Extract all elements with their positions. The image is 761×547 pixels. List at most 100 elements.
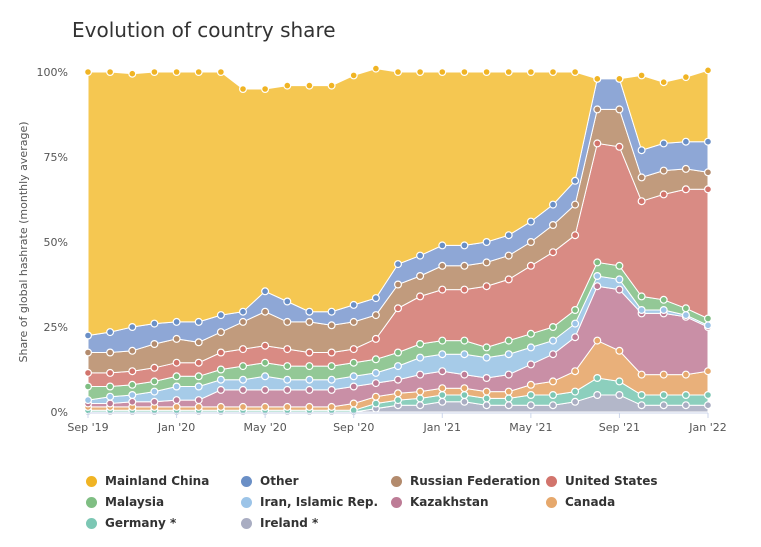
data-point[interactable] <box>128 346 137 355</box>
data-point[interactable] <box>438 336 447 345</box>
data-point[interactable] <box>416 340 425 349</box>
data-point[interactable] <box>548 401 557 410</box>
data-point[interactable] <box>305 375 314 384</box>
data-point[interactable] <box>216 375 225 384</box>
legend-item-other[interactable]: Other <box>241 474 299 488</box>
data-point[interactable] <box>460 336 469 345</box>
data-point[interactable] <box>327 402 336 411</box>
data-point[interactable] <box>615 74 624 83</box>
data-point[interactable] <box>83 382 92 391</box>
data-point[interactable] <box>371 334 380 343</box>
data-point[interactable] <box>504 387 513 396</box>
data-point[interactable] <box>703 401 712 410</box>
data-point[interactable] <box>106 392 115 401</box>
data-point[interactable] <box>482 394 491 403</box>
data-point[interactable] <box>681 73 690 82</box>
data-point[interactable] <box>504 231 513 240</box>
data-point[interactable] <box>394 375 403 384</box>
data-point[interactable] <box>349 317 358 326</box>
data-point[interactable] <box>438 241 447 250</box>
data-point[interactable] <box>548 391 557 400</box>
data-point[interactable] <box>83 67 92 76</box>
data-point[interactable] <box>194 338 203 347</box>
data-point[interactable] <box>83 368 92 377</box>
data-point[interactable] <box>482 258 491 267</box>
data-point[interactable] <box>659 306 668 315</box>
data-point[interactable] <box>349 399 358 408</box>
legend-item-germany[interactable]: Germany * <box>86 516 176 530</box>
data-point[interactable] <box>416 292 425 301</box>
data-point[interactable] <box>615 377 624 386</box>
data-point[interactable] <box>261 287 270 296</box>
data-point[interactable] <box>327 375 336 384</box>
data-point[interactable] <box>416 272 425 281</box>
data-point[interactable] <box>482 374 491 383</box>
data-point[interactable] <box>593 272 602 281</box>
data-point[interactable] <box>703 168 712 177</box>
data-point[interactable] <box>106 399 115 408</box>
data-point[interactable] <box>615 285 624 294</box>
data-point[interactable] <box>504 275 513 284</box>
data-point[interactable] <box>194 317 203 326</box>
data-point[interactable] <box>83 331 92 340</box>
data-point[interactable] <box>394 348 403 357</box>
data-point[interactable] <box>172 396 181 405</box>
data-point[interactable] <box>548 248 557 257</box>
data-point[interactable] <box>504 370 513 379</box>
data-point[interactable] <box>703 185 712 194</box>
data-point[interactable] <box>637 292 646 301</box>
data-point[interactable] <box>261 372 270 381</box>
data-point[interactable] <box>327 81 336 90</box>
data-point[interactable] <box>504 251 513 260</box>
data-point[interactable] <box>106 348 115 357</box>
data-point[interactable] <box>571 319 580 328</box>
data-point[interactable] <box>615 346 624 355</box>
data-point[interactable] <box>637 401 646 410</box>
data-point[interactable] <box>239 362 248 371</box>
data-point[interactable] <box>460 384 469 393</box>
data-point[interactable] <box>239 317 248 326</box>
data-point[interactable] <box>593 139 602 148</box>
data-point[interactable] <box>305 385 314 394</box>
data-point[interactable] <box>216 385 225 394</box>
data-point[interactable] <box>349 345 358 354</box>
data-point[interactable] <box>571 200 580 209</box>
data-point[interactable] <box>172 67 181 76</box>
data-point[interactable] <box>438 391 447 400</box>
data-point[interactable] <box>371 392 380 401</box>
data-point[interactable] <box>703 391 712 400</box>
data-point[interactable] <box>106 328 115 337</box>
data-point[interactable] <box>128 391 137 400</box>
data-point[interactable] <box>438 285 447 294</box>
data-point[interactable] <box>216 402 225 411</box>
data-point[interactable] <box>571 306 580 315</box>
data-point[interactable] <box>283 385 292 394</box>
data-point[interactable] <box>659 295 668 304</box>
data-point[interactable] <box>194 396 203 405</box>
data-point[interactable] <box>460 261 469 270</box>
data-point[interactable] <box>261 385 270 394</box>
data-point[interactable] <box>239 307 248 316</box>
data-point[interactable] <box>659 78 668 87</box>
data-point[interactable] <box>526 401 535 410</box>
data-point[interactable] <box>371 355 380 364</box>
data-point[interactable] <box>681 164 690 173</box>
data-point[interactable] <box>261 84 270 93</box>
data-point[interactable] <box>593 336 602 345</box>
data-point[interactable] <box>394 280 403 289</box>
data-point[interactable] <box>172 382 181 391</box>
data-point[interactable] <box>681 137 690 146</box>
data-point[interactable] <box>482 282 491 291</box>
data-point[interactable] <box>526 217 535 226</box>
data-point[interactable] <box>349 382 358 391</box>
data-point[interactable] <box>150 387 159 396</box>
data-point[interactable] <box>548 377 557 386</box>
data-point[interactable] <box>349 358 358 367</box>
data-point[interactable] <box>106 67 115 76</box>
data-point[interactable] <box>416 353 425 362</box>
data-point[interactable] <box>571 231 580 240</box>
data-point[interactable] <box>305 81 314 90</box>
data-point[interactable] <box>438 397 447 406</box>
data-point[interactable] <box>548 200 557 209</box>
data-point[interactable] <box>659 370 668 379</box>
